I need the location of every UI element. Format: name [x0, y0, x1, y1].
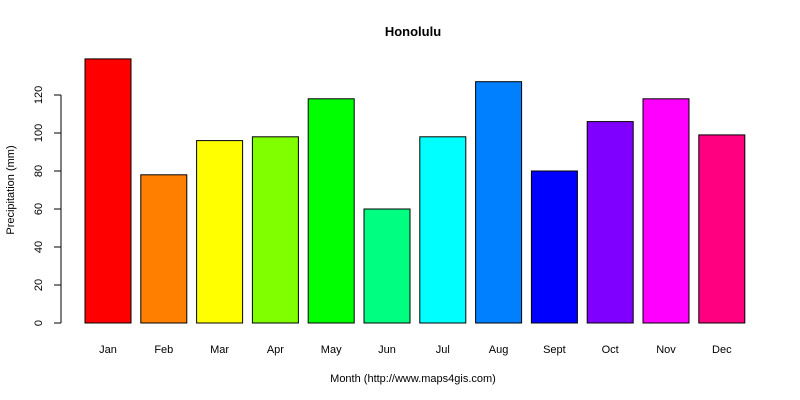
bar-oct [586, 121, 634, 324]
x-tick-label: Nov [656, 344, 676, 356]
bar-dec [698, 134, 746, 324]
chart-title: Honolulu [385, 24, 441, 39]
y-tick-label: 100 [33, 124, 45, 142]
bar-jul [419, 136, 467, 324]
y-axis-label: Precipitation (mm) [5, 145, 17, 234]
y-tick-label: 40 [33, 241, 45, 253]
x-tick-label: Jul [436, 344, 450, 356]
x-tick-label: Sept [543, 344, 566, 356]
x-tick-label: Aug [489, 344, 509, 356]
x-tick-label: Jun [378, 344, 396, 356]
x-tick-label: May [321, 344, 342, 356]
bars-layer [84, 58, 746, 324]
bar-nov [642, 98, 690, 324]
y-tick-label: 60 [33, 203, 45, 215]
bar-mar [196, 140, 244, 324]
bar-aug [475, 81, 523, 324]
x-tick-label: Feb [154, 344, 173, 356]
x-axis-label: Month (http://www.maps4gis.com) [330, 373, 496, 385]
y-tick-label: 20 [33, 279, 45, 291]
bar-sept [530, 170, 578, 324]
y-tick-label: 80 [33, 165, 45, 177]
x-tick-label: Oct [602, 344, 619, 356]
bar-apr [251, 136, 299, 324]
x-tick-label: Apr [267, 344, 284, 356]
y-axis: 0 20 40 60 80 100 120 [33, 86, 62, 326]
bar-may [307, 98, 355, 324]
bar-feb [140, 174, 188, 324]
y-tick-label: 0 [33, 320, 45, 326]
x-tick-label: Mar [210, 344, 229, 356]
x-axis-tick-labels: Jan Feb Mar Apr May Jun Jul Aug Sept Oct Nov Dec [99, 344, 732, 356]
x-tick-label: Dec [712, 344, 732, 356]
y-tick-label: 120 [33, 86, 45, 104]
bar-jun [363, 208, 411, 324]
bar-jan [84, 58, 132, 324]
x-tick-label: Jan [99, 344, 117, 356]
